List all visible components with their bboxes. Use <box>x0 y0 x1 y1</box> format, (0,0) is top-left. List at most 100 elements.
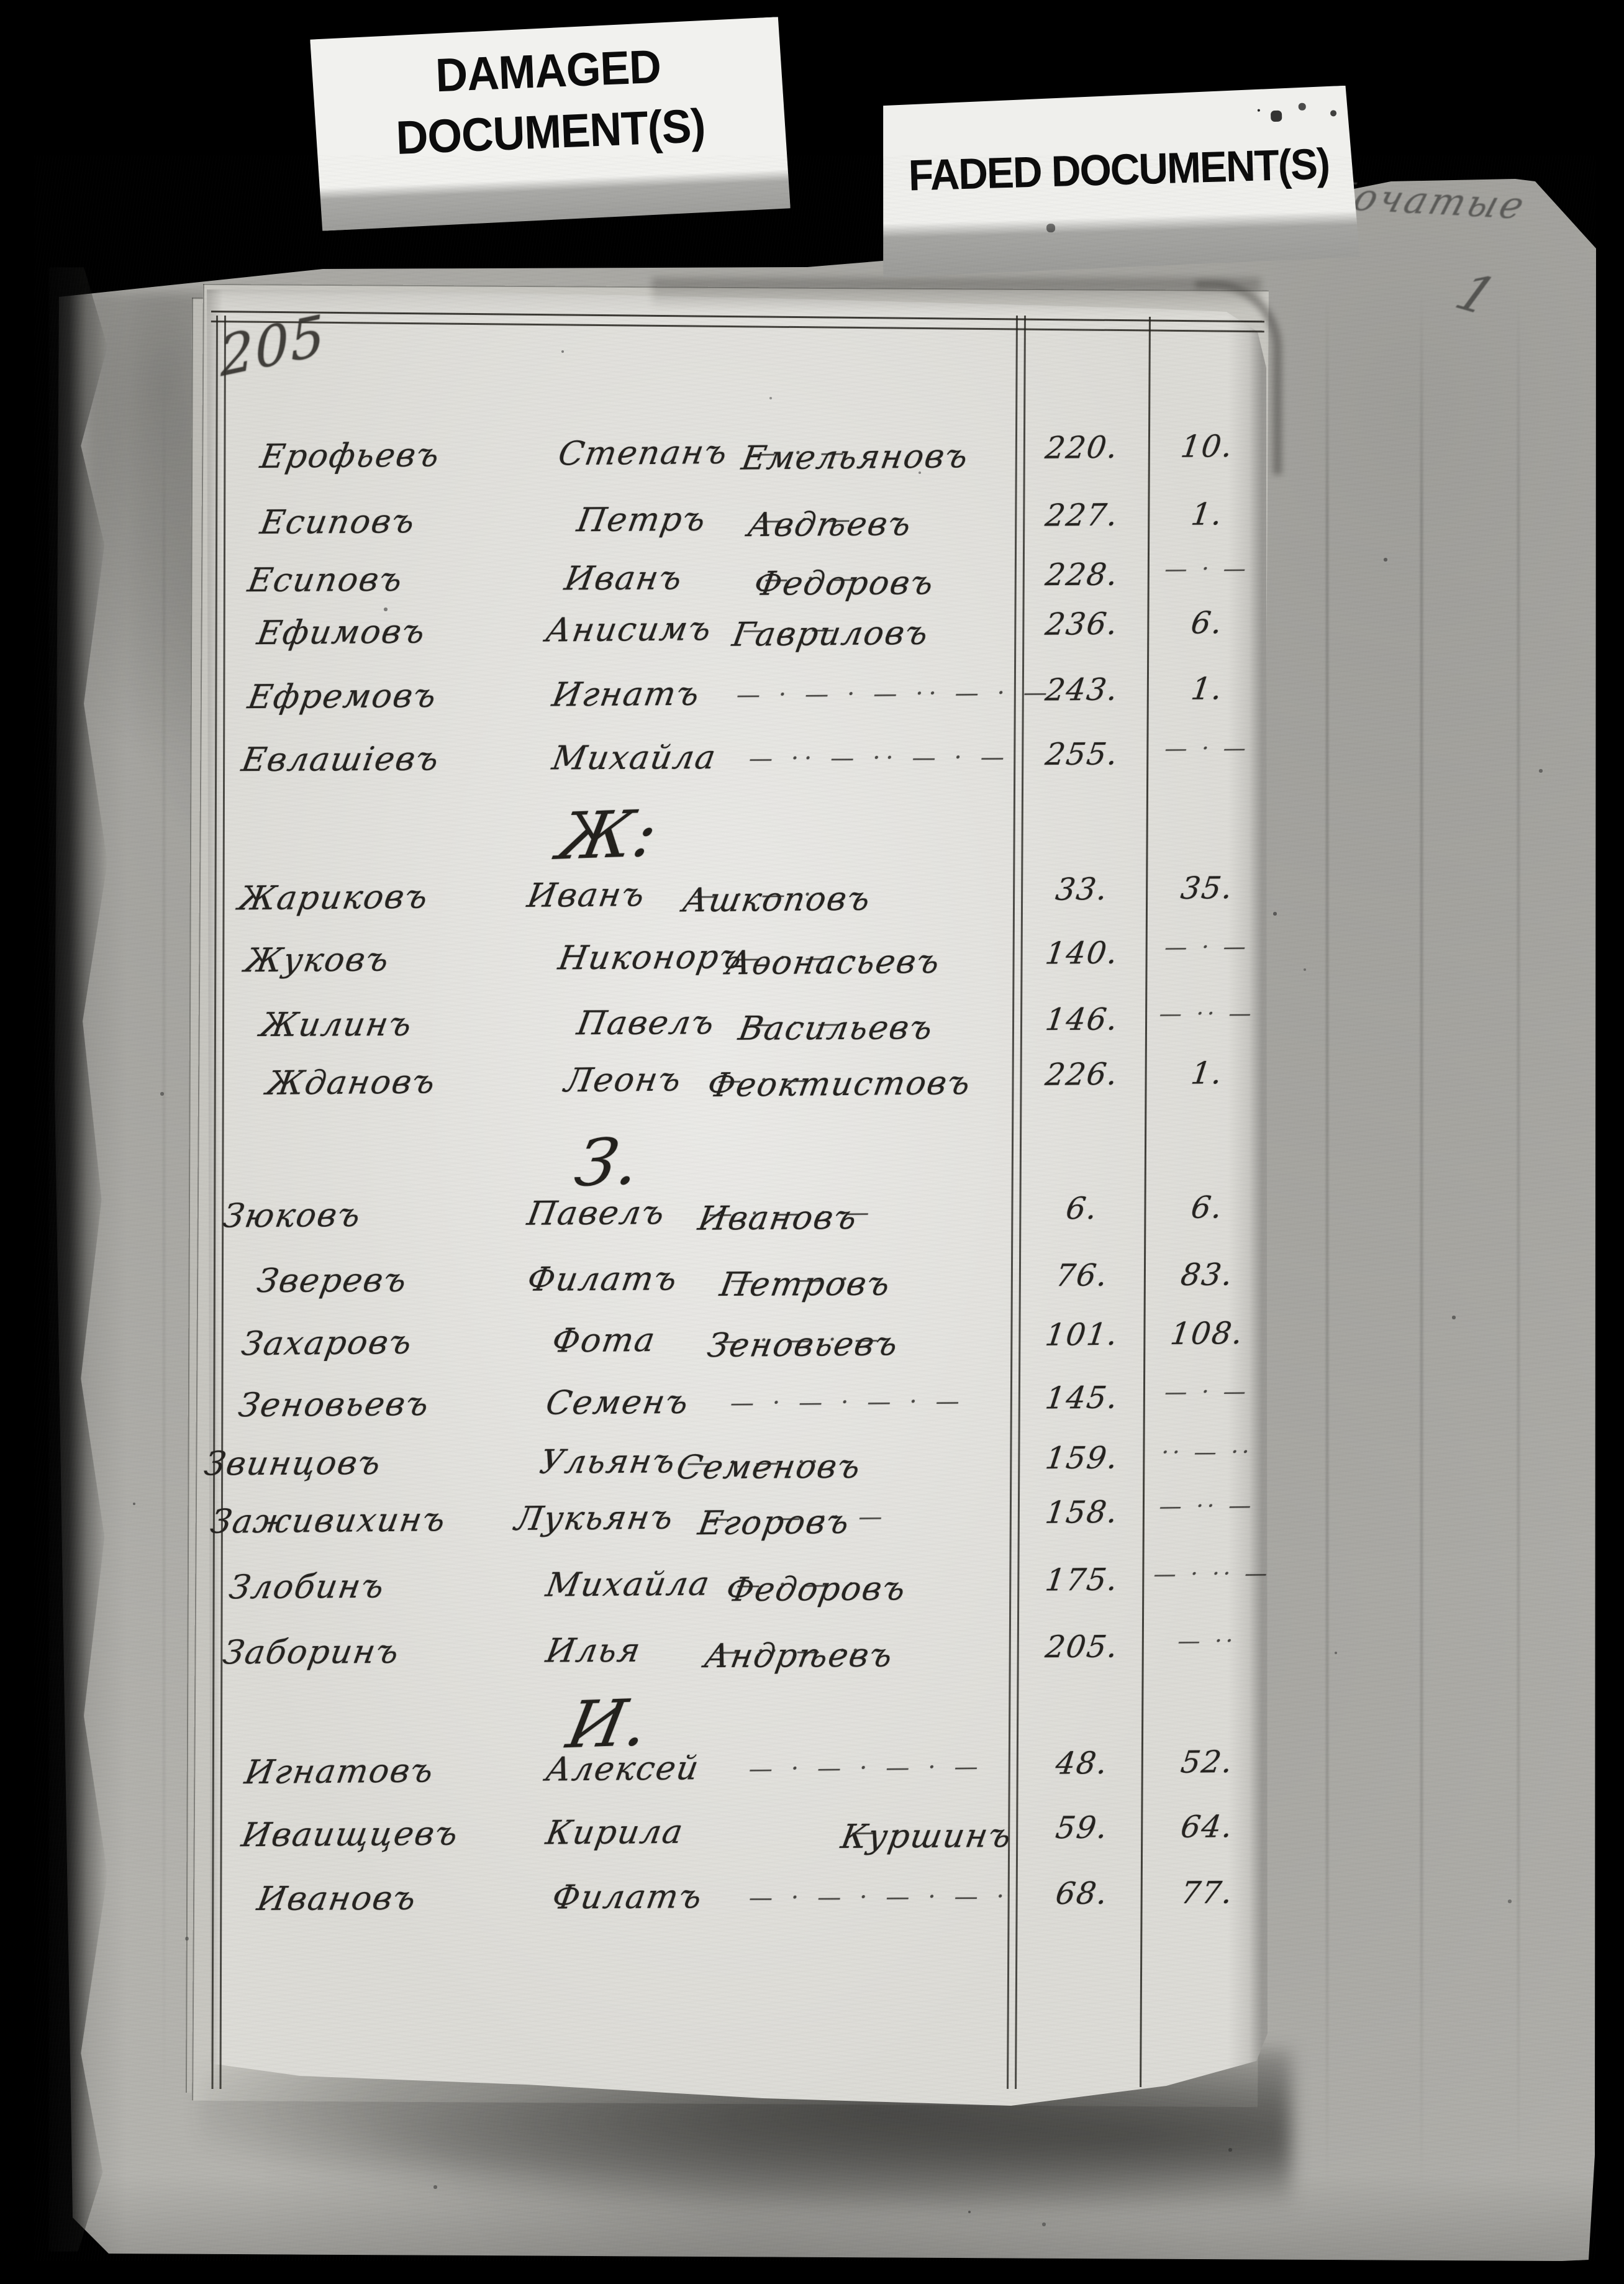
entry-page-ref: 226. <box>1043 1056 1121 1093</box>
entry-given-name: Фота <box>549 1321 659 1360</box>
entry-second-ref: ·· — ·· <box>1159 1439 1254 1466</box>
entry-given-name: Петръ <box>574 500 710 540</box>
entry-given-name: Илья <box>543 1631 645 1670</box>
index-row: Ивановъ Филатъ — · — · — · — · 68. 77. <box>0 1867 1624 1950</box>
dash-leader: — · — <box>748 1009 847 1037</box>
entry-surname: Захаровъ <box>238 1323 416 1363</box>
dash-leader: — · — · — · — <box>730 1387 965 1417</box>
dash-leader: — · — <box>751 438 850 467</box>
entry-second-ref: 64. <box>1179 1809 1236 1845</box>
entry-page-ref: 6. <box>1064 1190 1100 1227</box>
entry-page-ref: 205. <box>1043 1629 1121 1665</box>
entry-given-name: Михайла <box>549 739 720 778</box>
board-crease <box>163 373 165 2112</box>
entry-second-ref: 83. <box>1179 1257 1236 1293</box>
entry-given-name: Филатъ <box>524 1260 681 1299</box>
index-row: Евлашіевъ Михайла — ·· — ·· — · — 255. — · — <box>0 727 1624 811</box>
entry-surname: Жилинъ <box>257 1005 415 1045</box>
entry-given-name: Семенъ <box>543 1383 692 1422</box>
entry-given-name: Михайла <box>543 1565 714 1604</box>
entry-given-name: Павелъ <box>574 1004 719 1043</box>
entry-given-name: Кирила <box>543 1813 687 1852</box>
entry-surname: Заживихинъ <box>207 1501 450 1541</box>
entry-second-ref: 35. <box>1179 870 1236 906</box>
entry-given-name: Лукьянъ <box>512 1498 677 1539</box>
entry-surname: Есиповъ <box>245 560 406 600</box>
board-crease <box>1326 292 1328 2193</box>
entry-page-ref: 68. <box>1053 1875 1111 1912</box>
entry-surname: Ерофьевъ <box>257 436 443 476</box>
entry-page-ref: 159. <box>1043 1440 1121 1476</box>
entry-given-name: Леонъ <box>561 1060 685 1100</box>
dash-leader: — · — ·· <box>686 1448 824 1476</box>
entry-given-name: Ульянъ <box>537 1442 679 1481</box>
entry-given-name: Степанъ <box>555 433 732 473</box>
entry-page-ref: 220. <box>1043 429 1121 466</box>
entry-given-name: Никоноръ <box>555 938 746 978</box>
entry-second-ref: 6. <box>1189 605 1225 641</box>
entry-page-ref: 227. <box>1043 497 1121 534</box>
index-page-sheet <box>207 289 1268 2106</box>
entry-surname: Ефремовъ <box>245 676 440 717</box>
dash-leader: — · <box>851 1818 907 1845</box>
sticker-text: FADED DOCUMENT(S) <box>907 139 1330 200</box>
entry-page-ref: 48. <box>1053 1745 1110 1781</box>
entry-page-ref: 158. <box>1043 1494 1121 1531</box>
entry-page-ref: 175. <box>1043 1562 1121 1598</box>
dash-leader: — · — ·· <box>692 880 830 909</box>
entry-given-name: Игнатъ <box>549 675 704 714</box>
dash-leader: — · — ·· <box>736 943 874 972</box>
entry-surname: Евлашіевъ <box>238 740 443 780</box>
entry-second-ref: 52. <box>1179 1744 1236 1780</box>
entry-second-ref: — ·· — <box>1158 1493 1257 1520</box>
entry-second-ref: — ·· — <box>1158 1001 1257 1027</box>
index-row: Заборинъ Илья Андрѣевъ — ·· — ·· 205. — ·· <box>0 1620 1624 1703</box>
dash-leader: — ·· — ·· — · — <box>748 743 1010 772</box>
entry-page-ref: 255. <box>1043 736 1121 773</box>
entry-given-name: Иванъ <box>524 876 648 915</box>
entry-second-ref: 108. <box>1168 1315 1246 1352</box>
entry-second-ref: — · — <box>1163 934 1251 961</box>
entry-second-ref: 10. <box>1179 428 1236 465</box>
entry-page-ref: 33. <box>1053 871 1110 908</box>
dash-leader: — · — <box>758 505 856 534</box>
board-crease <box>1517 292 1520 2193</box>
entry-page-ref: 236. <box>1043 606 1121 642</box>
entry-surname: Иваищцевъ <box>238 1814 462 1855</box>
entry-surname: Злобинъ <box>226 1567 388 1607</box>
dash-leader: — · — · — · — · <box>748 1882 1010 1911</box>
entry-second-ref: — · — <box>1163 735 1251 762</box>
dash-leader: — · — · — ·· — · — <box>736 678 1053 709</box>
entry-surname: Жариковъ <box>235 878 432 918</box>
entry-page-ref: 145. <box>1043 1380 1121 1416</box>
entry-surname: Зверевъ <box>254 1261 411 1301</box>
dash-leader: — · — · — <box>708 1198 875 1227</box>
entry-surname: Зеновьевъ <box>235 1385 433 1425</box>
entry-second-ref: — · — <box>1163 1379 1251 1406</box>
section-letter: Ж: <box>552 795 665 875</box>
entry-given-name: Павелъ <box>524 1194 669 1233</box>
faded-documents-sticker: FADED DOCUMENT(S) <box>878 85 1360 277</box>
entry-second-ref: — ·· <box>1176 1628 1238 1655</box>
entry-page-ref: 228. <box>1043 557 1121 593</box>
entry-page-ref: 146. <box>1043 1001 1121 1038</box>
entry-page-ref: 140. <box>1043 935 1121 971</box>
damaged-documents-sticker: DAMAGED DOCUMENT(S) <box>310 17 791 231</box>
dash-leader: — · — · <box>730 1265 855 1293</box>
dash-leader: — · — <box>717 1065 816 1094</box>
entry-page-ref: 101. <box>1043 1316 1121 1353</box>
dash-leader: — · — · <box>736 1570 861 1599</box>
entry-second-ref: 1. <box>1189 671 1225 707</box>
entry-second-ref: — · ·· — <box>1152 1560 1273 1588</box>
entry-given-name: Филатъ <box>549 1878 706 1917</box>
dash-leader: — · — <box>742 615 841 644</box>
entry-surname: Ефимовъ <box>254 612 429 653</box>
entry-surname: Ждановъ <box>263 1063 439 1103</box>
entry-surname: Ивановъ <box>254 1879 420 1919</box>
entry-second-ref: — · — <box>1163 556 1251 583</box>
entry-surname: Звинцовъ <box>201 1444 385 1483</box>
dash-leader: — · — · <box>764 564 889 593</box>
entry-surname: Есиповъ <box>257 503 419 542</box>
